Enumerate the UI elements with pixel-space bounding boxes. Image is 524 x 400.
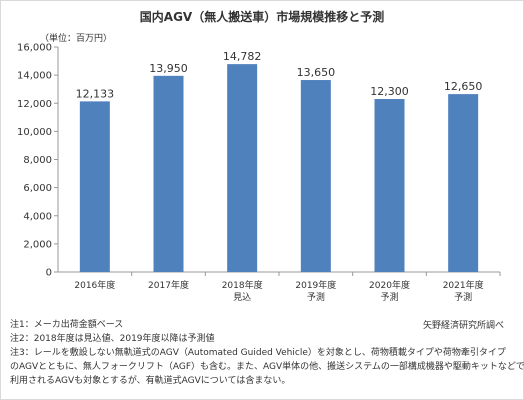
y-tick-label: 14,000 xyxy=(17,71,52,82)
unit-label: （単位：百万円） xyxy=(40,34,113,44)
x-tick-label: 2021年度 xyxy=(443,279,484,291)
bar xyxy=(300,80,331,272)
x-tick-label: 見込 xyxy=(233,292,251,303)
x-tick-label: 2017年度 xyxy=(148,279,189,291)
y-tick-label: 4,000 xyxy=(23,211,52,222)
bar xyxy=(374,99,405,272)
chart-title: 国内AGV（無人搬送車）市場規模推移と予測 xyxy=(139,10,385,24)
data-label: 12,133 xyxy=(76,87,115,100)
y-tick-label: 16,000 xyxy=(17,43,52,54)
data-label: 14,782 xyxy=(223,50,262,63)
data-label: 13,650 xyxy=(297,66,336,79)
data-label: 13,950 xyxy=(149,62,188,75)
data-label: 12,650 xyxy=(444,80,483,93)
bar xyxy=(227,64,258,272)
bar xyxy=(448,94,479,272)
y-tick-label: 2,000 xyxy=(23,239,52,250)
note-3-cont-2: 利用されるAGVも対象とするが、有軌道式AGVについては含まない。 xyxy=(10,376,291,386)
x-tick-label: 予測 xyxy=(380,291,398,303)
bar xyxy=(79,101,110,272)
y-tick-label: 12,000 xyxy=(17,99,52,110)
y-tick-label: 10,000 xyxy=(17,127,52,138)
note-2: 注2：2018年度は見込値、2019年度以降は予測値 xyxy=(10,334,215,344)
x-tick-label: 2020年度 xyxy=(369,279,410,291)
x-tick-label: 予測 xyxy=(454,291,472,303)
data-label: 12,300 xyxy=(370,85,409,98)
notes: 注1：メーカ出荷金額ベース 注2：2018年度は見込値、2019年度以降は予測値… xyxy=(10,318,524,388)
x-tick-label: 2016年度 xyxy=(74,279,115,291)
note-3-cont-1: のAGVとともに、無人フォークリフト（AGF）も含む。また、AGV単体の他、搬送… xyxy=(10,362,524,372)
x-tick-label: 予測 xyxy=(307,291,325,303)
y-tick-label: 6,000 xyxy=(23,183,52,194)
note-3: 注3：レールを敷設しない無軌道式のAGV（Automated Guided Ve… xyxy=(10,348,506,358)
y-tick-label: 0 xyxy=(46,268,52,279)
note-1: 注1：メーカ出荷金額ベース xyxy=(10,320,124,330)
x-tick-label: 2018年度 xyxy=(222,279,263,291)
x-tick-label: 2019年度 xyxy=(295,279,336,291)
y-tick-label: 8,000 xyxy=(23,155,52,166)
bar xyxy=(153,75,184,272)
source-credit: 矢野経済研究所調べ xyxy=(422,321,504,331)
bar-chart: 0 2,000 4,000 6,000 8,000 10,000 12,000 14,000 1… xyxy=(17,43,501,303)
